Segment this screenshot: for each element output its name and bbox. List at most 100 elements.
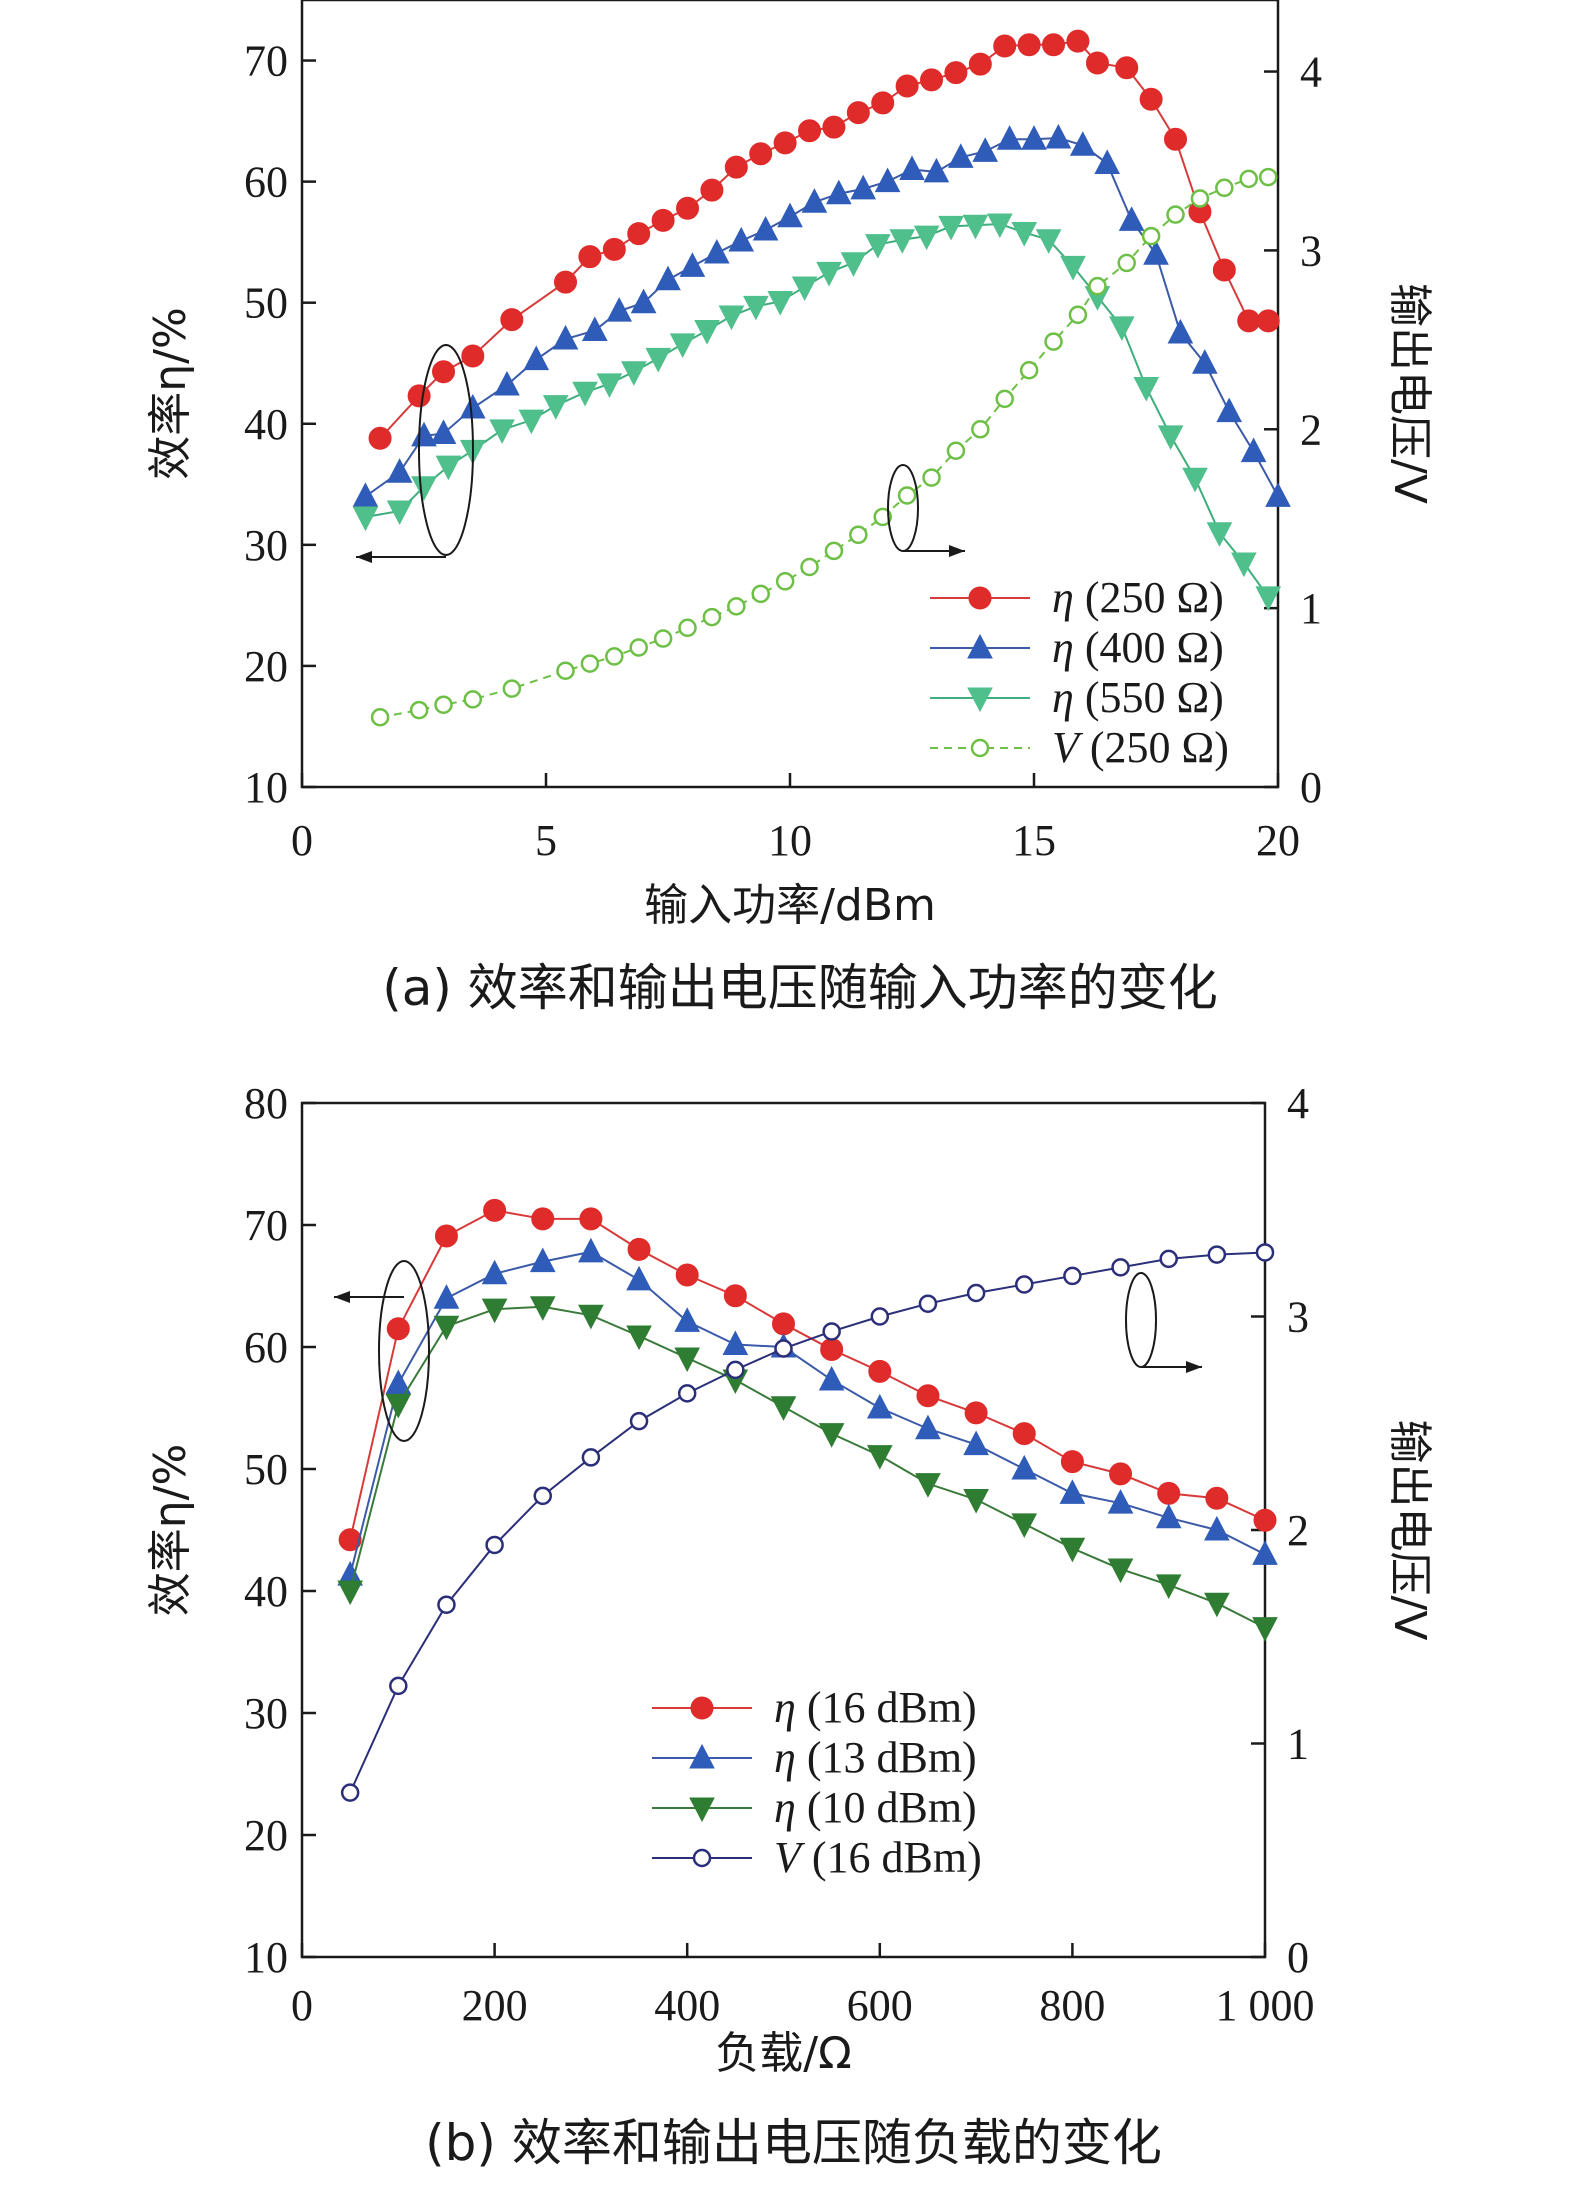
x-tick-label: 10 [768, 816, 812, 865]
data-point [816, 261, 842, 287]
data-point [1159, 1249, 1178, 1269]
legend-marker [968, 586, 992, 610]
data-point [533, 1486, 552, 1506]
data-point [340, 1783, 360, 1802]
data-point [677, 1384, 697, 1403]
legend-label: η (250 Ω) [1052, 573, 1224, 622]
data-point [529, 1296, 556, 1321]
legend-label: η (16 dBm) [774, 1683, 977, 1732]
legend-label: η (400 Ω) [1052, 623, 1224, 672]
data-point [918, 1294, 938, 1313]
data-point [1157, 1481, 1181, 1505]
data-point [385, 1369, 412, 1395]
data-point [749, 142, 773, 166]
data-point [675, 1263, 699, 1287]
data-point [669, 333, 696, 358]
data-point [1019, 360, 1039, 380]
legend-symbol: V [774, 1833, 806, 1882]
data-point [1021, 125, 1047, 150]
x-tick-label: 600 [847, 1981, 913, 2030]
legend-marker [690, 1696, 714, 1720]
data-point [409, 700, 429, 720]
x-tick-label: 0 [291, 816, 313, 865]
data-point [966, 1283, 986, 1303]
data-point [840, 252, 867, 277]
data-point [777, 202, 803, 228]
legend-symbol: η [774, 1733, 796, 1782]
y2-tick-label: 2 [1287, 1506, 1309, 1555]
y-tick-label: 50 [244, 1445, 288, 1494]
data-point [627, 1237, 651, 1261]
x-tick-label: 20 [1256, 816, 1300, 865]
data-point [800, 557, 819, 577]
data-point [386, 1317, 410, 1341]
data-point [674, 1307, 701, 1332]
data-point [1252, 1540, 1278, 1565]
data-point [1204, 1515, 1230, 1541]
data-point [578, 1237, 604, 1263]
legend-label: V (250 Ω) [1052, 723, 1229, 772]
data-point [850, 174, 877, 200]
annotation-arrow-head [949, 545, 965, 557]
legend-symbol: η [774, 1783, 796, 1832]
data-point [433, 1284, 460, 1309]
data-point [1255, 586, 1282, 611]
x-axis-label: 输入功率/dBm [644, 880, 936, 931]
legend-symbol: V [1052, 723, 1084, 772]
data-point [895, 74, 919, 98]
data-point [801, 188, 828, 213]
legend-symbol: η [774, 1683, 796, 1732]
legend-symbol: η [1052, 673, 1074, 722]
legend-condition: (16 dBm) [801, 1833, 982, 1882]
series-line [379, 176, 1269, 719]
data-point [596, 373, 623, 398]
y-tick-label: 60 [244, 1323, 288, 1372]
data-point [1155, 1503, 1182, 1529]
data-point [962, 214, 989, 240]
data-point [1035, 229, 1062, 254]
data-point [434, 1224, 458, 1248]
legend-marker [967, 687, 993, 713]
data-point [580, 654, 600, 673]
data-point [1237, 309, 1261, 333]
data-point [944, 61, 968, 85]
data-point [556, 661, 575, 680]
y-tick-label: 30 [244, 521, 288, 570]
data-point [968, 52, 992, 76]
x-tick-label: 1 000 [1216, 1981, 1315, 2030]
data-point [899, 155, 925, 181]
x-tick-label: 200 [462, 1981, 528, 2030]
data-point [523, 345, 550, 371]
data-point [626, 1265, 652, 1291]
data-point [1139, 87, 1163, 111]
y2-tick-label: 1 [1287, 1720, 1309, 1769]
data-point [1059, 1537, 1086, 1563]
series-line [349, 1250, 1266, 1576]
data-point [866, 1445, 893, 1470]
data-point [822, 1322, 841, 1341]
data-point [1206, 522, 1233, 547]
data-point [352, 482, 379, 507]
data-point [1011, 221, 1038, 247]
data-point [605, 647, 624, 666]
series-1 [352, 123, 1291, 507]
y-tick-label: 40 [244, 1567, 288, 1616]
y2-tick-label: 4 [1287, 1079, 1309, 1128]
data-point [1015, 1275, 1034, 1294]
data-point [1069, 131, 1096, 156]
data-point [1059, 1479, 1086, 1504]
data-point [1253, 1508, 1277, 1532]
data-point [1252, 1617, 1278, 1642]
legend-condition: (16 dBm) [796, 1683, 977, 1732]
data-point [579, 1207, 603, 1231]
data-point [772, 1312, 795, 1336]
data-point [1085, 51, 1109, 75]
data-point [993, 34, 1017, 58]
data-point [846, 101, 870, 125]
legend-label: η (13 dBm) [774, 1733, 977, 1782]
legend-marker [967, 633, 993, 659]
data-point [700, 178, 724, 202]
data-point [1256, 309, 1280, 333]
data-point [1111, 1258, 1130, 1277]
data-point [818, 1365, 845, 1391]
